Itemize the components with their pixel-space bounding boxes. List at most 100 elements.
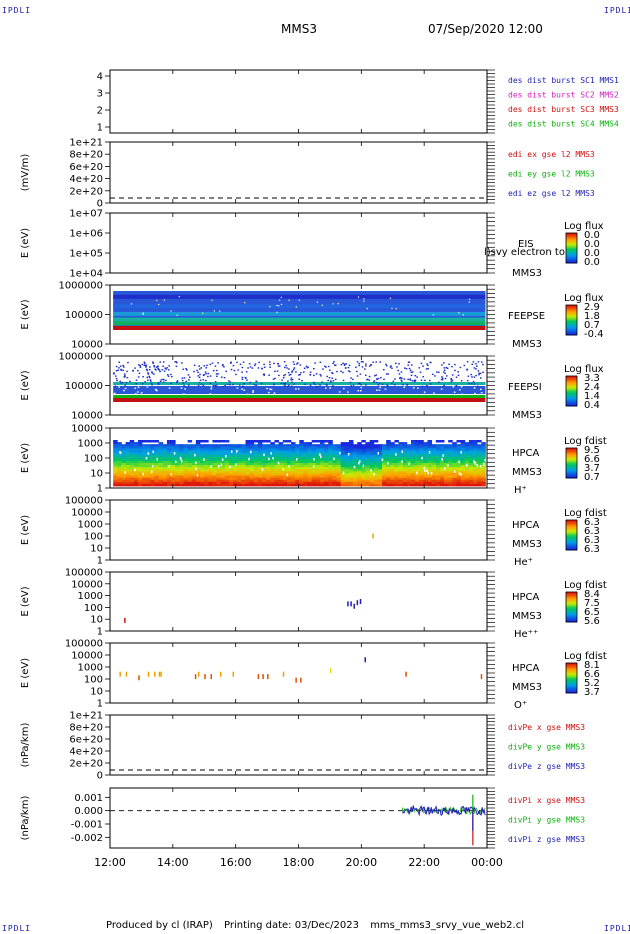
hpca-h-cell <box>274 458 280 462</box>
hpca-h-cell <box>448 440 453 443</box>
hpca-h-gap <box>272 456 274 460</box>
hpca-h-cell <box>324 446 329 449</box>
feepsi-speckle <box>340 363 343 366</box>
footer-printing-date: Printing date: 03/Dec/2023 <box>223 920 359 931</box>
feepsi-speckle <box>124 384 127 386</box>
hpca-h-cell <box>319 458 325 462</box>
hpca-h-cell <box>286 440 292 443</box>
hpca-h-cell <box>146 440 151 443</box>
feepsi-speckle <box>443 362 445 364</box>
hpca-h-cell <box>266 475 271 479</box>
feepsi-speckle <box>146 376 149 379</box>
feepsi-speckle <box>209 382 212 385</box>
hpca-h-cell <box>195 460 201 464</box>
feepsi-speckle <box>193 364 196 367</box>
feepsi-speckle <box>159 361 162 363</box>
feepsi-speckle <box>320 375 322 377</box>
hpca-h-cell <box>439 448 445 451</box>
hpca-h-cell <box>146 450 151 453</box>
hpca-h-cell <box>315 475 321 479</box>
hpca-h-cell <box>353 456 358 460</box>
hpca-h-cell <box>357 454 362 458</box>
colorbar-frame <box>565 447 578 479</box>
hpca-h-cell <box>319 477 325 481</box>
hpca-h-cell <box>460 454 466 458</box>
feepsi-speckle <box>222 385 225 388</box>
hpca-h-cell <box>253 471 259 474</box>
hpca-h-cell <box>200 475 205 479</box>
hpca-h-cell <box>369 456 375 460</box>
hpca-h-cell <box>150 463 155 466</box>
hpca-h-cell <box>121 479 126 483</box>
hpca-h-cell <box>158 477 164 481</box>
x-tick-label: 14:00 <box>157 856 189 869</box>
hpca-h-cell <box>241 471 246 474</box>
colorbar-cell <box>566 546 577 548</box>
hpca-h-cell <box>278 446 284 449</box>
feepsi-speckle <box>277 363 280 365</box>
feepsi-speckle <box>211 362 214 364</box>
hpca-h-cell <box>253 456 259 460</box>
right-axis-ticks <box>487 355 495 416</box>
hpca-h-cell <box>423 465 428 468</box>
hpca-h-cell <box>353 477 358 481</box>
hpca-h-cell <box>175 479 180 483</box>
hpca-h-cell <box>386 469 391 472</box>
hpca-h-cell <box>439 452 445 456</box>
hpca-h-cell <box>249 444 255 447</box>
hpca-h-cell <box>348 444 354 447</box>
hpca-h-cell <box>410 473 416 476</box>
feepsi-speckle <box>260 382 263 385</box>
hpca-h-cell <box>208 483 213 487</box>
feepsi-speckle <box>223 376 226 379</box>
hpca-h-cell <box>456 446 462 449</box>
hpca-h-cell <box>295 481 300 485</box>
colorbar-cell <box>566 455 577 458</box>
hpca-h-cell <box>394 469 399 472</box>
feepsi-speckle <box>238 384 241 386</box>
hpca-h-cell <box>307 454 313 458</box>
feepse-dropout <box>363 298 365 300</box>
hpca-h-cell <box>237 469 242 472</box>
hpca-h-cell <box>208 481 213 485</box>
feepsi-speckle <box>141 383 144 385</box>
hpca-h-cell <box>460 465 466 468</box>
hpca-h-cell <box>249 440 255 443</box>
colorbar-cell <box>566 674 577 676</box>
hpca-h-cell <box>377 446 383 449</box>
colorbar-cell <box>566 305 577 307</box>
hpca-h-cell <box>121 446 126 449</box>
hpca-h-cell <box>208 456 213 460</box>
hpca-h-cell <box>270 473 275 476</box>
hpca-h-cell <box>328 458 333 462</box>
hpca-h-cell <box>444 456 449 460</box>
hpca-h-cell <box>137 440 143 443</box>
hpca-h-cell <box>361 440 366 443</box>
hpca-h-cell <box>121 460 126 464</box>
hpca-h-cell <box>237 448 242 451</box>
hpca-h-cell <box>311 473 317 476</box>
feepsi-speckle <box>332 380 335 382</box>
feepsi-speckle <box>379 361 381 363</box>
feepsi-speckle <box>186 369 188 371</box>
hpca-h-cell <box>245 477 251 481</box>
hpca-h-cell <box>406 477 412 481</box>
panel-frame <box>109 141 488 204</box>
hpca-h-cell <box>427 456 433 460</box>
hpca-h-cell <box>473 479 478 483</box>
hpca-h-cell <box>410 444 416 447</box>
hpca-h-cell <box>179 477 184 481</box>
hpca-h-cell <box>303 448 308 451</box>
hpca-h-cell <box>431 467 437 470</box>
hpca-h-cell <box>357 473 362 476</box>
hpca-h-cell <box>113 458 118 462</box>
feepsi-speckle <box>361 366 364 368</box>
feepsi-speckle <box>197 384 200 387</box>
feepse-dropout <box>468 301 470 303</box>
feepsi-speckle <box>450 381 453 383</box>
hpca-h-cell <box>208 469 213 472</box>
hpca-h-cell <box>307 475 313 479</box>
hpca-h-cell <box>266 448 271 451</box>
